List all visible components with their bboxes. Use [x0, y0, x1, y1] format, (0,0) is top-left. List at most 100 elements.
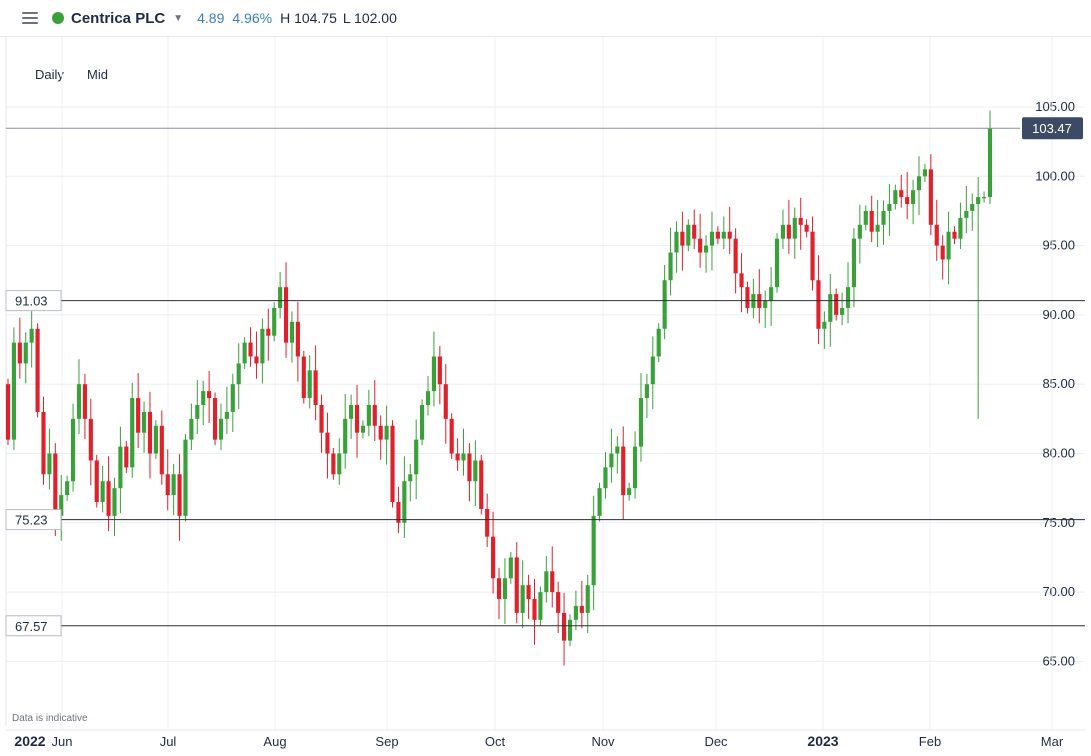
- candle-down: [82, 384, 87, 419]
- instrument-name[interactable]: Centrica PLC: [71, 9, 166, 27]
- data-indicative-note: Data is indicative: [12, 713, 88, 724]
- candle-up: [922, 169, 927, 177]
- candle-up: [644, 384, 649, 399]
- candle-down: [526, 585, 531, 600]
- candle-up: [863, 210, 868, 225]
- current-price-tag: [1022, 117, 1083, 140]
- interval-selector[interactable]: Daily: [35, 67, 64, 82]
- candle-up: [721, 231, 726, 239]
- candle-up: [242, 342, 247, 364]
- candle-up: [585, 585, 590, 613]
- candle-up: [141, 411, 147, 433]
- candle-up: [520, 585, 525, 613]
- candle-down: [934, 224, 939, 246]
- candle-up: [153, 425, 158, 454]
- candle-up: [632, 446, 638, 489]
- y-tick-label: 105.00: [1035, 99, 1075, 114]
- candle-up: [11, 342, 16, 440]
- candle-up: [792, 217, 797, 239]
- candle-up: [656, 328, 661, 357]
- candle-up: [171, 474, 176, 496]
- candle-down: [17, 342, 22, 364]
- candle-up: [260, 328, 265, 364]
- x-tick-label: Aug: [263, 734, 286, 749]
- candle-down: [798, 217, 803, 225]
- level-label: 75.23: [15, 513, 48, 528]
- candle-down: [254, 356, 259, 364]
- candle-down: [467, 453, 472, 482]
- candle-down: [715, 231, 720, 239]
- candle-up: [544, 571, 549, 593]
- candle-up: [100, 481, 105, 503]
- candlestick-chart[interactable]: 65.00 70.00 75.00 80.00 85.00 90.00 95.00 100.0…: [0, 37, 1091, 756]
- candle-up: [597, 488, 602, 516]
- candle-down: [165, 474, 170, 496]
- candle-up: [183, 439, 188, 516]
- candle-up: [360, 425, 366, 433]
- candle-up: [911, 190, 916, 205]
- candle-up: [774, 238, 780, 288]
- x-tick-label: Jun: [52, 734, 73, 749]
- day-low: L 102.00: [342, 10, 397, 26]
- candle-down: [727, 231, 732, 239]
- x-tick-label: Oct: [485, 734, 506, 749]
- candle-down: [147, 411, 153, 454]
- candle-down: [804, 224, 809, 232]
- level-label: 91.03: [15, 294, 48, 309]
- candle-up: [201, 391, 206, 405]
- candle-up: [195, 404, 200, 419]
- candle-down: [319, 404, 324, 433]
- candle-up: [946, 231, 951, 260]
- candle-up: [769, 287, 774, 302]
- x-tick-label: Mar: [1041, 734, 1064, 749]
- y-tick-label: 90.00: [1042, 307, 1075, 322]
- candle-down: [680, 231, 685, 246]
- candle-down: [313, 370, 318, 405]
- candle-up: [112, 488, 117, 516]
- candle-up: [674, 231, 679, 253]
- x-tick-label: 2022: [14, 733, 45, 749]
- candle-up: [307, 370, 312, 399]
- candle-down: [136, 398, 141, 433]
- candle-up: [763, 301, 768, 308]
- candle-down: [378, 425, 383, 440]
- candle-up: [893, 190, 898, 205]
- candle-up: [573, 605, 578, 620]
- candle-up: [236, 363, 241, 385]
- candle-down: [692, 224, 697, 239]
- x-tick-label: 2023: [807, 733, 838, 749]
- candle-up: [851, 238, 857, 288]
- chevron-down-icon[interactable]: ▼: [173, 12, 184, 24]
- price-type-selector[interactable]: Mid: [87, 67, 108, 82]
- candle-up: [337, 453, 342, 475]
- candle-up: [508, 557, 513, 579]
- candle-down: [354, 404, 360, 433]
- menu-icon[interactable]: [22, 12, 38, 24]
- candle-up: [780, 224, 786, 239]
- candle-down: [562, 612, 567, 641]
- candle-up: [130, 398, 135, 468]
- candle-up: [47, 453, 52, 475]
- candle-down: [5, 384, 11, 440]
- candle-down: [106, 481, 111, 516]
- candle-down: [301, 356, 306, 399]
- candle-up: [230, 384, 235, 412]
- candle-down: [212, 398, 218, 440]
- candle-up: [703, 245, 709, 253]
- candle-down: [283, 287, 289, 343]
- x-tick-label: Sep: [375, 734, 398, 749]
- market-status-icon: [52, 12, 64, 24]
- candle-down: [53, 453, 58, 516]
- candle-down: [869, 210, 874, 232]
- candle-up: [881, 210, 886, 225]
- candle-up: [638, 398, 644, 447]
- y-tick-label: 100.00: [1035, 168, 1075, 183]
- y-tick-label: 70.00: [1042, 584, 1075, 599]
- candle-down: [455, 453, 460, 461]
- candle-up: [189, 418, 194, 440]
- candle-down: [443, 384, 448, 419]
- candle-down: [449, 418, 454, 454]
- candle-down: [88, 418, 93, 461]
- price-change: 4.89: [197, 10, 225, 26]
- candle-up: [958, 217, 963, 239]
